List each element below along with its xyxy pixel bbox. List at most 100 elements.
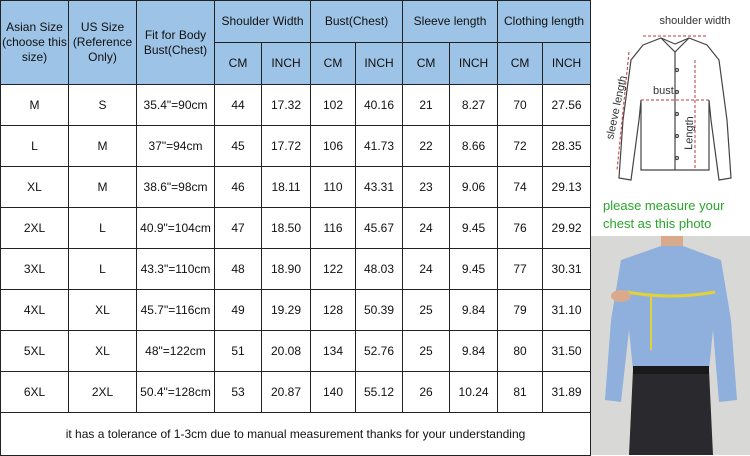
data-cell: 44 <box>214 84 262 126</box>
data-cell: 27.56 <box>542 84 592 126</box>
data-cell: 50.4"=128cm <box>136 371 215 413</box>
data-cell: 10.24 <box>449 371 499 413</box>
data-cell: 45.7"=116cm <box>136 289 215 331</box>
belt <box>633 366 709 374</box>
data-row: L M 37"=94cm 45 17.72 106 41.73 22 8.66 72 28.35 <box>0 125 592 167</box>
footer-row: it has a tolerance of 1-3cm due to manua… <box>0 412 592 456</box>
pants <box>629 370 713 455</box>
measure-lines <box>616 35 709 171</box>
label-shoulder: shoulder width <box>660 15 731 27</box>
data-cell: 40.9"=104cm <box>136 207 215 249</box>
data-cell: 49 <box>214 289 262 331</box>
subheader-cell: INCH <box>449 42 499 85</box>
data-cell: 21 <box>402 84 451 126</box>
subheader-row: CM INCH CM INCH CM INCH CM INCH <box>1 42 592 85</box>
data-cell: 140 <box>310 371 357 413</box>
data-cell: 55.12 <box>355 371 404 413</box>
data-cell: 28.35 <box>542 125 592 167</box>
data-cell: 8.27 <box>449 84 499 126</box>
shirt-drawing <box>618 37 732 181</box>
data-cell: 106 <box>310 125 357 167</box>
data-cell: 6XL <box>0 371 69 413</box>
data-cell: 3XL <box>0 248 69 290</box>
data-cell: 31.50 <box>542 330 592 372</box>
data-cell: 110 <box>310 166 357 208</box>
label-bust: bust <box>653 85 674 97</box>
header-cell: Sleeve length <box>402 0 499 43</box>
data-cell: 9.84 <box>449 289 499 331</box>
data-cell: 19.29 <box>260 289 312 331</box>
data-cell: 48.03 <box>355 248 404 290</box>
header-cell: US Size (Reference Only) <box>68 0 137 85</box>
data-cell: 43.31 <box>355 166 404 208</box>
subheader-cell: CM <box>402 42 451 85</box>
data-cell: 41.73 <box>355 125 404 167</box>
table-body: Asian Size (choose this size) US Size (Re… <box>0 0 592 456</box>
data-cell: 77 <box>497 248 544 290</box>
data-cell: 9.45 <box>449 248 499 290</box>
data-cell: 53 <box>214 371 262 413</box>
data-cell: 51 <box>214 330 262 372</box>
subheader-cell: INCH <box>542 42 592 85</box>
data-cell: 122 <box>310 248 357 290</box>
data-cell: 29.13 <box>542 166 592 208</box>
photo <box>591 236 750 455</box>
data-cell: 116 <box>310 207 357 249</box>
subheader-cell: CM <box>310 42 357 85</box>
data-cell: 23 <box>402 166 451 208</box>
data-cell: 25 <box>402 330 451 372</box>
data-cell: 8.66 <box>449 125 499 167</box>
data-row: 5XL XL 48"=122cm 51 20.08 134 52.76 25 9.84 80 31.… <box>0 330 592 372</box>
data-cell: 79 <box>497 289 544 331</box>
hand <box>611 290 631 302</box>
data-cell: 9.06 <box>449 166 499 208</box>
data-cell: 81 <box>497 371 544 413</box>
data-row: 4XL XL 45.7"=116cm 49 19.29 128 50.39 25 9.84 79 3… <box>0 289 592 331</box>
data-cell: 52.76 <box>355 330 404 372</box>
data-cell: 18.90 <box>260 248 312 290</box>
data-cell: 18.50 <box>260 207 312 249</box>
footer-note: it has a tolerance of 1-3cm due to manua… <box>0 412 592 456</box>
data-cell: 31.10 <box>542 289 592 331</box>
data-cell: 17.72 <box>260 125 312 167</box>
data-cell: XL <box>68 289 137 331</box>
note-line-1: please measure your <box>603 198 725 213</box>
data-cell: 47 <box>214 207 262 249</box>
header-row: Asian Size (choose this size) US Size (Re… <box>0 0 592 85</box>
data-cell: M <box>68 125 137 167</box>
data-cell: 72 <box>497 125 544 167</box>
header-cell: Fit for Body Bust(Chest) <box>136 0 215 85</box>
data-cell: 26 <box>402 371 451 413</box>
data-cell: L <box>68 207 137 249</box>
data-cell: 70 <box>497 84 544 126</box>
data-cell: 80 <box>497 330 544 372</box>
data-cell: 4XL <box>0 289 69 331</box>
data-cell: L <box>68 248 137 290</box>
subheader-cell: CM <box>497 42 544 85</box>
data-cell: 48"=122cm <box>136 330 215 372</box>
data-cell: 46 <box>214 166 262 208</box>
data-cell: 24 <box>402 248 451 290</box>
subheader-cell: INCH <box>355 42 404 85</box>
data-cell: 2XL <box>68 371 137 413</box>
data-cell: 35.4"=90cm <box>136 84 215 126</box>
data-cell: 50.39 <box>355 289 404 331</box>
header-cell: Bust(Chest) <box>310 0 404 43</box>
data-row: 6XL 2XL 50.4"=128cm 53 20.87 140 55.12 26 10.24 8… <box>0 371 592 413</box>
data-cell: 45.67 <box>355 207 404 249</box>
measure-illustration: shoulder width bust sleeve length Length… <box>591 0 750 455</box>
data-cell: 37"=94cm <box>136 125 215 167</box>
size-table: Asian Size (choose this size) US Size (Re… <box>0 0 592 456</box>
header-cell: Asian Size (choose this size) <box>0 0 69 85</box>
data-cell: 48 <box>214 248 262 290</box>
data-cell: 29.92 <box>542 207 592 249</box>
data-cell: 128 <box>310 289 357 331</box>
data-cell: 43.3"=110cm <box>136 248 215 290</box>
data-cell: 45 <box>214 125 262 167</box>
data-cell: 31.89 <box>542 371 592 413</box>
data-row: 2XL L 40.9"=104cm 47 18.50 116 45.67 24 9.45 76 29… <box>0 207 592 249</box>
data-row: 3XL L 43.3"=110cm 48 18.90 122 48.03 24 9.45 77 30… <box>0 248 592 290</box>
tape <box>626 290 716 298</box>
data-cell: M <box>68 166 137 208</box>
data-row: M S 35.4"=90cm 44 17.32 102 40.16 21 8.27 70 27.56 <box>0 84 592 126</box>
